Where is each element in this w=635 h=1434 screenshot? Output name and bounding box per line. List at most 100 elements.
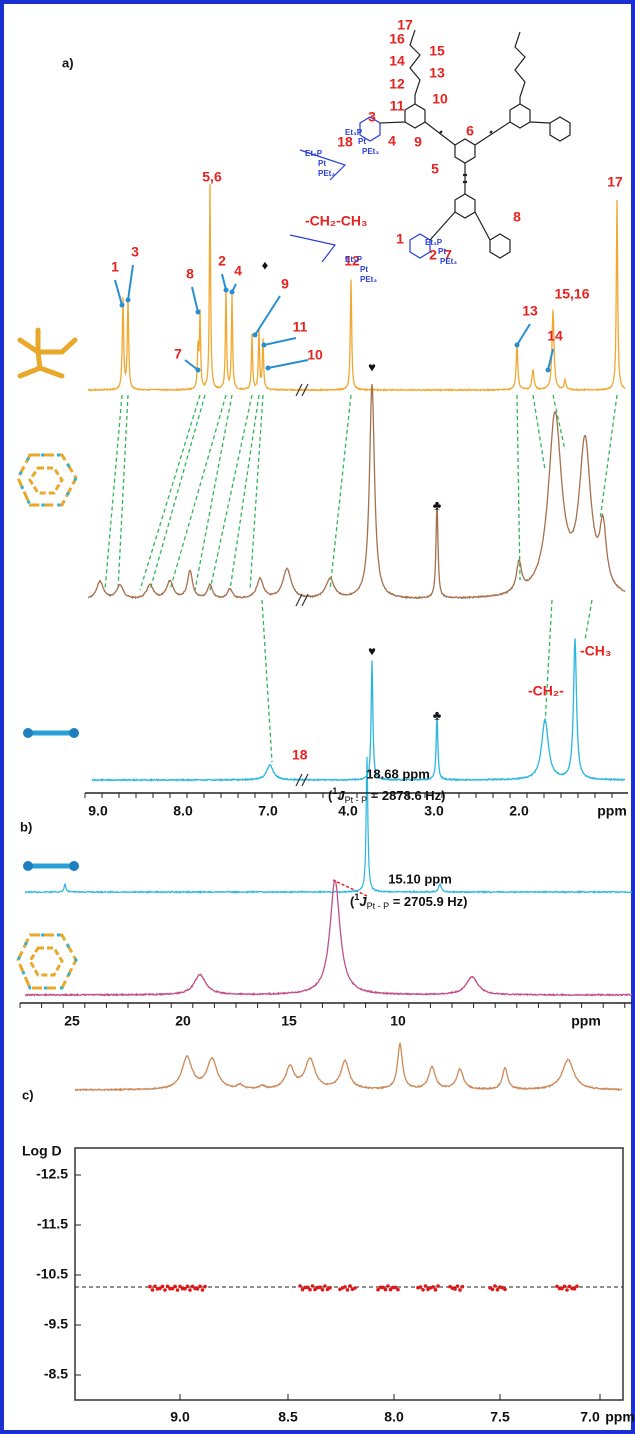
peak-shift: 15.10 ppm bbox=[388, 871, 452, 886]
structure-label: Pt bbox=[318, 159, 326, 168]
structure-label: 1 bbox=[396, 231, 404, 247]
arrow-head bbox=[195, 309, 201, 315]
spectrum bbox=[24, 879, 633, 997]
spectrum bbox=[87, 184, 626, 392]
diffusion-point bbox=[493, 1284, 497, 1288]
diffusion-point bbox=[393, 1285, 398, 1290]
diffusion-point bbox=[565, 1288, 569, 1292]
diffusion-point bbox=[150, 1288, 155, 1292]
tripod-icon bbox=[17, 327, 78, 379]
arrow-head bbox=[514, 342, 520, 348]
axis-break bbox=[295, 773, 303, 787]
diffusion-point bbox=[198, 1284, 202, 1289]
y-tick-label: -11.5 bbox=[37, 1216, 68, 1232]
peak-label: 11 bbox=[293, 319, 308, 335]
peak-label: 8 bbox=[186, 266, 194, 282]
structure-label: 6 bbox=[466, 123, 474, 139]
peak-label: 1 bbox=[111, 259, 119, 275]
structure-label: PEt₃ bbox=[318, 169, 335, 178]
peak-symbol: ♥ bbox=[368, 359, 376, 374]
y-tick-label: -10.5 bbox=[36, 1266, 68, 1282]
peak-label: 17 bbox=[607, 174, 623, 190]
diffusion-point bbox=[460, 1284, 465, 1289]
diffusion-point bbox=[153, 1284, 157, 1289]
diffusion-point bbox=[343, 1285, 347, 1289]
x-tick-label: 8.5 bbox=[278, 1409, 298, 1425]
structure-label: 5 bbox=[431, 161, 439, 177]
diffusion-point bbox=[320, 1287, 325, 1292]
peak-label: 3 bbox=[131, 244, 139, 260]
structure-label: 14 bbox=[389, 53, 405, 69]
structure bbox=[289, 29, 571, 263]
panel-label: b) bbox=[20, 819, 32, 834]
peak-arrow bbox=[254, 295, 281, 336]
diffusion-point bbox=[555, 1284, 559, 1289]
arrow-head bbox=[545, 367, 551, 373]
structure-label: Et₃P bbox=[345, 128, 363, 137]
peak-label: 9 bbox=[281, 276, 289, 292]
x-tick-label: 3.0 bbox=[424, 803, 444, 819]
x-tick-label: 9.0 bbox=[170, 1409, 190, 1425]
diffusion-point bbox=[323, 1284, 327, 1288]
structure-label: 8 bbox=[513, 209, 521, 225]
x-axis-unit: ppm bbox=[571, 1013, 601, 1029]
structure-label: PEt₃ bbox=[360, 275, 377, 284]
diffusion-point bbox=[381, 1285, 385, 1290]
x-tick-label: 8.0 bbox=[173, 803, 193, 819]
diffusion-point bbox=[436, 1284, 440, 1288]
peak-label: 7 bbox=[174, 346, 182, 362]
spectrum bbox=[91, 638, 625, 782]
diffusion-point bbox=[423, 1284, 428, 1288]
structure-label: 2 bbox=[429, 247, 437, 263]
spectrum bbox=[24, 756, 633, 895]
y-axis-title: Log D bbox=[22, 1143, 62, 1159]
cage-icon bbox=[16, 933, 78, 990]
text-part: 1 bbox=[354, 892, 359, 902]
axis-break bbox=[301, 773, 309, 787]
peak-symbol: ♥ bbox=[368, 643, 376, 658]
structure-label: Et₃P bbox=[425, 238, 443, 247]
x-tick-label: 25 bbox=[64, 1013, 80, 1029]
structure-label: 16 bbox=[389, 31, 405, 47]
peak-label: 4 bbox=[234, 263, 242, 279]
arrow-head bbox=[252, 332, 258, 338]
x-tick-label: 15 bbox=[281, 1013, 297, 1029]
arrow-head bbox=[195, 367, 201, 373]
peak-arrow bbox=[267, 359, 309, 369]
diffusion-point bbox=[562, 1284, 567, 1289]
diffusion-point bbox=[328, 1285, 332, 1290]
shift-link bbox=[332, 879, 368, 897]
peak-label: 2 bbox=[218, 253, 226, 269]
structure-label: -CH₂-CH₃ bbox=[305, 213, 367, 229]
x-tick-label: 7.0 bbox=[258, 803, 278, 819]
diffusion-point bbox=[160, 1284, 165, 1289]
text-part: = 2705.9 Hz) bbox=[389, 894, 467, 909]
diffusion-point bbox=[185, 1284, 190, 1289]
peak-symbol: ♣ bbox=[433, 497, 442, 512]
diffusion-point bbox=[308, 1287, 312, 1292]
y-tick-label: -9.5 bbox=[44, 1316, 68, 1332]
structure-label: 9 bbox=[414, 134, 422, 150]
diffusion-point bbox=[345, 1288, 350, 1292]
x-axis-unit: ppm bbox=[597, 803, 627, 819]
text-part: ( bbox=[350, 894, 355, 909]
diffusion-point bbox=[500, 1285, 505, 1290]
structure-label: 18 bbox=[337, 134, 353, 150]
diffusion-point bbox=[310, 1284, 315, 1288]
x-tick-label: 8.0 bbox=[384, 1409, 404, 1425]
diffusion-point bbox=[200, 1288, 205, 1292]
x-tick-label: 7.5 bbox=[490, 1409, 510, 1425]
x-tick-label: 10 bbox=[390, 1013, 406, 1029]
diffusion-point bbox=[165, 1284, 170, 1289]
axis-break bbox=[301, 383, 309, 397]
text-part: Pt - P bbox=[367, 901, 390, 911]
peak-arrow bbox=[221, 273, 227, 291]
plot-frame bbox=[74, 1147, 624, 1401]
structure-label: Et₃P bbox=[345, 255, 363, 264]
spectrum bbox=[74, 1041, 623, 1092]
spectrum bbox=[87, 384, 626, 600]
diffusion-point bbox=[453, 1287, 457, 1291]
diffusion-point bbox=[431, 1285, 435, 1289]
x-tick-label: 2.0 bbox=[509, 803, 529, 819]
text-part: 1 bbox=[332, 786, 337, 796]
